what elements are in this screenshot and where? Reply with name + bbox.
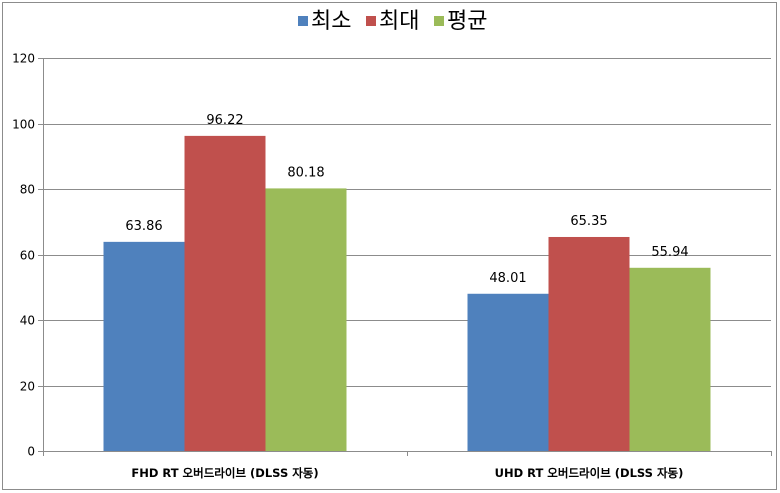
data-label: 65.35	[570, 214, 607, 229]
y-tick-label: 20	[20, 380, 35, 394]
legend-label: 최대	[379, 9, 419, 34]
y-tick-label: 120	[12, 52, 35, 66]
y-tick-label: 60	[20, 249, 35, 263]
x-tick-label: UHD RT 오버드라이브 (DLSS 자동)	[495, 466, 684, 480]
legend-label: 평균	[447, 9, 487, 34]
y-tick-label: 40	[20, 314, 35, 328]
data-label: 48.01	[489, 271, 526, 286]
data-label: 80.18	[287, 165, 324, 180]
bar	[467, 293, 549, 451]
y-tick-label: 0	[27, 445, 35, 459]
legend-swatch	[298, 16, 308, 26]
x-tick-label: FHD RT 오버드라이브 (DLSS 자동)	[131, 466, 318, 480]
bar	[103, 241, 185, 451]
bar	[629, 267, 711, 451]
bar	[184, 135, 266, 451]
legend-swatch	[434, 16, 444, 26]
data-label: 63.86	[125, 219, 162, 234]
data-label: 55.94	[651, 245, 688, 260]
legend-label: 최소	[311, 9, 351, 34]
data-label: 96.22	[206, 113, 243, 128]
bar	[548, 236, 630, 451]
y-tick-label: 100	[12, 118, 35, 132]
bar	[265, 188, 347, 451]
legend-swatch	[366, 16, 376, 26]
y-tick-label: 80	[20, 183, 35, 197]
